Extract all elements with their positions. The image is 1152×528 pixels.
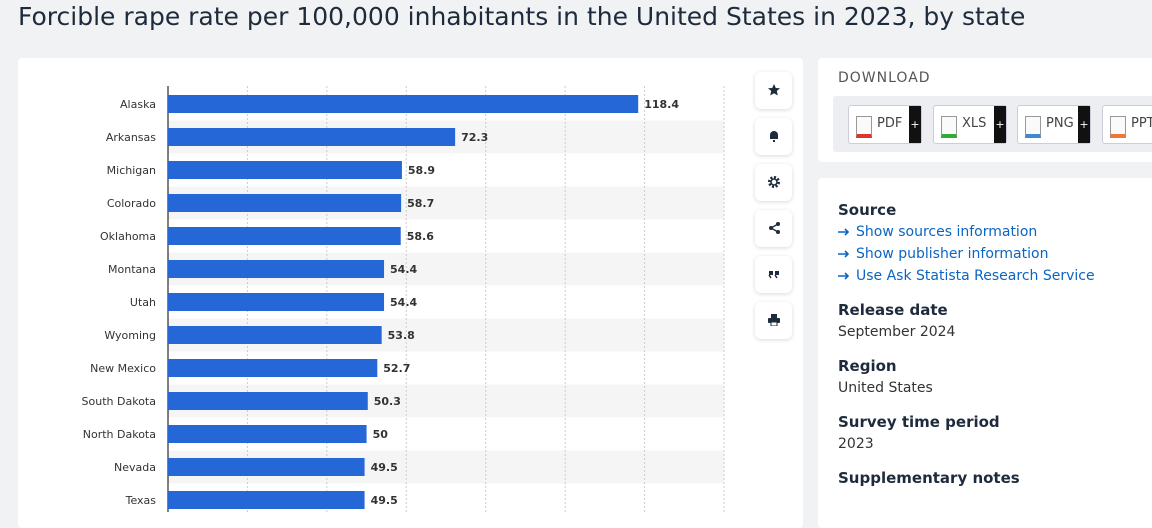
source-link[interactable]: Use Ask Statista Research Service (838, 268, 1095, 284)
category-label: North Dakota (83, 428, 156, 441)
release-value: September 2024 (838, 324, 956, 340)
value-label: 54.4 (390, 263, 417, 276)
category-label: Alaska (120, 98, 156, 111)
format-label: PPT (1131, 116, 1152, 131)
file-icon (856, 116, 872, 138)
value-label: 58.6 (407, 230, 434, 243)
category-label: Michigan (107, 164, 156, 177)
value-label: 49.5 (371, 461, 398, 474)
bar (168, 425, 367, 443)
value-label: 58.9 (408, 164, 435, 177)
file-icon (941, 116, 957, 138)
chart: Alaska 118.4 Arkansas 72.3 Michigan 58.9 Color… (82, 86, 725, 512)
bar (168, 326, 382, 344)
category-label: Oklahoma (100, 230, 156, 243)
category-label: Arkansas (106, 131, 156, 144)
category-label: South Dakota (82, 395, 156, 408)
favorite-button[interactable] (755, 72, 792, 109)
bar (168, 161, 402, 179)
category-label: Utah (130, 296, 156, 309)
arrow (838, 272, 850, 280)
link-text[interactable]: Use Ask Statista Research Service (856, 268, 1095, 284)
bar (168, 95, 639, 113)
category-label: Nevada (114, 461, 156, 474)
bar (168, 260, 385, 278)
value-label: 50.3 (374, 395, 401, 408)
value-label: 54.4 (390, 296, 417, 309)
download-button[interactable]: PDF + (848, 105, 922, 144)
format-label: PNG (1046, 116, 1074, 131)
source-link[interactable]: Show sources information (838, 224, 1037, 240)
value-label: 49.5 (371, 494, 398, 507)
survey-heading: Survey time period (838, 413, 1000, 431)
bar (168, 128, 456, 146)
file-icon (1110, 116, 1126, 138)
bar (168, 293, 385, 311)
source-heading: Source (838, 201, 897, 219)
page-title: Forcible rape rate per 100,000 inhabitan… (18, 2, 1026, 31)
arrow (838, 250, 850, 258)
print-button[interactable] (755, 302, 792, 339)
value-label: 58.7 (407, 197, 434, 210)
survey-value: 2023 (838, 436, 874, 452)
value-label: 118.4 (644, 98, 679, 111)
format-label: PDF (877, 116, 903, 131)
chart-card: Alaska 118.4 Arkansas 72.3 Michigan 58.9 Color… (18, 58, 803, 528)
info-card (818, 178, 1152, 528)
region-heading: Region (838, 357, 897, 375)
page: Forcible rape rate per 100,000 inhabitan… (18, 2, 1152, 528)
plus: + (1078, 106, 1090, 143)
bar (168, 392, 368, 410)
download-heading: DOWNLOAD (838, 70, 931, 86)
link-text[interactable]: Show publisher information (856, 246, 1049, 262)
value-label: 72.3 (461, 131, 488, 144)
bar (168, 227, 401, 245)
cite-button[interactable] (755, 256, 792, 293)
value-label: 50 (373, 428, 389, 441)
link-text[interactable]: Show sources information (856, 224, 1038, 240)
category-label: Wyoming (104, 329, 156, 342)
arrow (838, 228, 850, 236)
download-button[interactable]: XLS + (933, 105, 1007, 144)
bar (168, 359, 378, 377)
file-icon (1025, 116, 1041, 138)
bar (168, 491, 365, 509)
region-value: United States (838, 380, 933, 396)
plus: + (909, 106, 921, 143)
release-heading: Release date (838, 301, 948, 319)
bar (168, 458, 365, 476)
format-label: XLS (962, 116, 987, 131)
category-label: Montana (108, 263, 156, 276)
category-label: Texas (125, 494, 157, 507)
settings-button[interactable] (755, 164, 792, 201)
share-button[interactable] (755, 210, 792, 247)
value-label: 53.8 (388, 329, 415, 342)
download-button[interactable]: PNG + (1017, 105, 1091, 144)
category-label: Colorado (107, 197, 156, 210)
value-label: 52.7 (383, 362, 410, 375)
notes-heading: Supplementary notes (838, 469, 1020, 487)
source-link[interactable]: Show publisher information (838, 246, 1048, 262)
plus: + (994, 106, 1006, 143)
bar (168, 194, 402, 212)
download-button[interactable]: PPT+ (1102, 105, 1152, 144)
category-label: New Mexico (90, 362, 156, 375)
alert-button[interactable] (755, 118, 792, 155)
